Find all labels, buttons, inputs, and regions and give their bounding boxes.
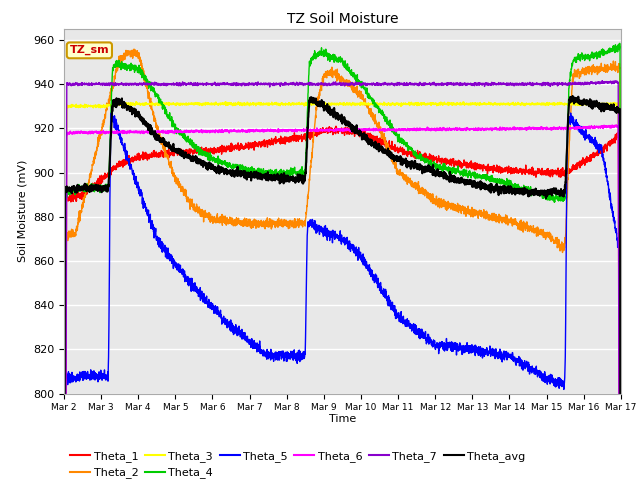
Theta_avg (157, 136, 164, 142)
Theta_2 (274, 217, 282, 223)
Theta_3 (221, 99, 229, 105)
Theta_5 (124, 156, 131, 162)
Theta_5 (274, 353, 282, 359)
Theta_5 (606, 197, 614, 203)
Theta_4 (124, 64, 131, 70)
Text: TZ_sm: TZ_sm (70, 45, 109, 56)
Theta_3 (298, 102, 306, 108)
Theta_3 (274, 101, 282, 107)
Theta_2 (298, 217, 306, 223)
Theta_5 (157, 241, 164, 247)
Theta_4 (298, 169, 305, 175)
Theta_6 (124, 128, 131, 134)
Theta_7 (598, 78, 606, 84)
Theta_7 (274, 82, 282, 87)
Theta_1 (124, 157, 131, 163)
Theta_4 (546, 197, 554, 203)
Line: Theta_6: Theta_6 (64, 125, 621, 480)
Theta_avg (274, 171, 282, 177)
Theta_1 (274, 138, 282, 144)
Theta_3 (606, 100, 614, 106)
Line: Theta_5: Theta_5 (64, 113, 621, 480)
Theta_7 (546, 80, 554, 86)
Theta_2 (157, 134, 164, 140)
Theta_6 (274, 126, 282, 132)
Theta_avg (546, 191, 554, 197)
Theta_avg (124, 103, 131, 109)
Theta_4 (606, 48, 614, 54)
Theta_4 (157, 96, 164, 102)
Theta_1 (298, 133, 305, 139)
Theta_avg (606, 107, 614, 112)
Theta_7 (298, 81, 305, 87)
Line: Theta_3: Theta_3 (64, 102, 621, 480)
Theta_6 (606, 124, 614, 130)
Theta_7 (124, 82, 131, 87)
Theta_1 (157, 150, 164, 156)
Line: Theta_7: Theta_7 (64, 81, 621, 480)
Legend: Theta_1, Theta_2, Theta_3, Theta_4, Theta_5, Theta_6, Theta_7, Theta_avg: Theta_1, Theta_2, Theta_3, Theta_4, Thet… (66, 446, 530, 480)
Theta_3 (157, 101, 164, 107)
Theta_4 (274, 170, 282, 176)
Title: TZ Soil Moisture: TZ Soil Moisture (287, 12, 398, 26)
Theta_avg (298, 178, 305, 184)
X-axis label: Time: Time (329, 414, 356, 424)
Line: Theta_2: Theta_2 (64, 49, 621, 480)
Theta_3 (124, 101, 131, 107)
Theta_2 (546, 237, 554, 242)
Theta_5 (298, 353, 305, 359)
Theta_avg (569, 93, 577, 99)
Theta_1 (606, 140, 614, 146)
Theta_2 (124, 52, 131, 58)
Line: Theta_4: Theta_4 (64, 43, 621, 480)
Theta_2 (130, 46, 138, 52)
Theta_1 (332, 123, 340, 129)
Theta_7 (606, 79, 614, 85)
Theta_6 (157, 129, 164, 135)
Theta_6 (612, 122, 620, 128)
Y-axis label: Soil Moisture (mV): Soil Moisture (mV) (17, 160, 28, 263)
Theta_5 (567, 110, 575, 116)
Theta_4 (616, 40, 623, 46)
Theta_3 (546, 101, 554, 107)
Theta_1 (546, 170, 554, 176)
Theta_6 (546, 125, 554, 131)
Theta_7 (157, 83, 164, 88)
Theta_5 (546, 379, 554, 384)
Line: Theta_avg: Theta_avg (64, 96, 621, 480)
Theta_6 (298, 127, 305, 133)
Line: Theta_1: Theta_1 (64, 126, 621, 480)
Theta_2 (606, 65, 614, 71)
